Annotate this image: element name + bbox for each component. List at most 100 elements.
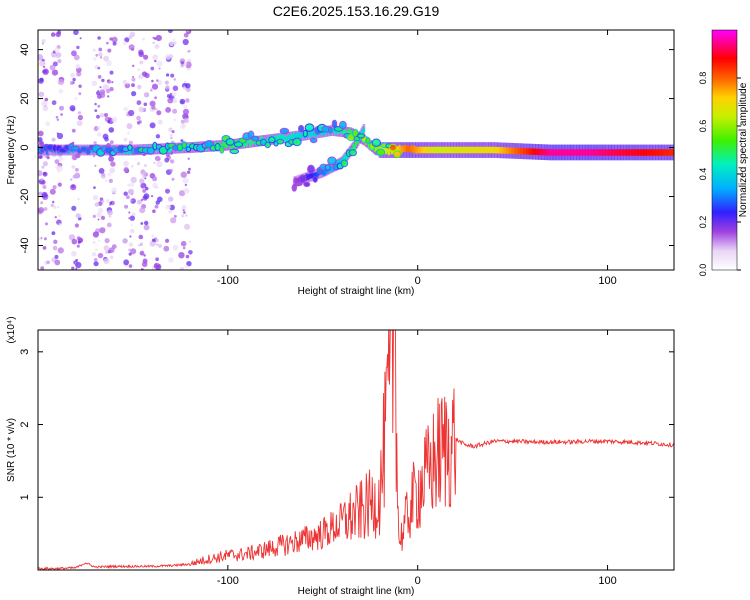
colorbar-tick-label: 0.8 bbox=[698, 72, 708, 85]
noise-speckle bbox=[170, 217, 177, 224]
ridge-core bbox=[668, 149, 672, 156]
noise-speckle bbox=[155, 155, 161, 162]
noise-speckle bbox=[180, 240, 187, 247]
noise-speckle bbox=[71, 50, 77, 57]
noise-speckle bbox=[43, 62, 46, 65]
ridge-blob bbox=[324, 164, 331, 171]
noise-speckle bbox=[165, 53, 172, 60]
ridge-blob bbox=[85, 147, 91, 155]
noise-speckle bbox=[109, 86, 114, 92]
noise-speckle bbox=[51, 231, 56, 236]
noise-speckle bbox=[96, 114, 100, 119]
ridge-blob bbox=[181, 141, 187, 149]
noise-speckle bbox=[54, 216, 57, 219]
ridge-core bbox=[342, 129, 345, 135]
ridge-core bbox=[649, 149, 652, 156]
noise-speckle bbox=[165, 188, 170, 194]
ridge-core bbox=[582, 149, 585, 156]
noise-speckle bbox=[154, 59, 157, 63]
noise-speckle bbox=[180, 171, 187, 178]
ridge-blob bbox=[298, 124, 305, 133]
ridge-core bbox=[659, 149, 662, 156]
noise-speckle bbox=[56, 118, 60, 122]
ridge-core bbox=[623, 149, 626, 156]
noise-speckle bbox=[180, 63, 184, 68]
noise-speckle bbox=[104, 113, 108, 117]
noise-speckle bbox=[151, 105, 156, 110]
ridge-core bbox=[586, 149, 590, 156]
noise-speckle bbox=[157, 119, 163, 125]
noise-speckle bbox=[92, 57, 97, 61]
ridge-core bbox=[437, 146, 441, 154]
ridge-core bbox=[510, 147, 514, 154]
ridge-core bbox=[527, 148, 530, 155]
ridge-core bbox=[547, 149, 550, 156]
noise-speckle bbox=[58, 156, 64, 162]
ridge-core bbox=[592, 149, 596, 156]
ridge-core bbox=[399, 147, 403, 154]
noise-speckle bbox=[156, 243, 159, 246]
ridge-core bbox=[245, 141, 248, 147]
noise-speckle bbox=[123, 79, 126, 82]
ridge-core bbox=[427, 146, 430, 154]
noise-speckle bbox=[126, 82, 129, 85]
noise-speckle bbox=[39, 155, 43, 159]
noise-speckle bbox=[76, 45, 80, 50]
noise-speckle bbox=[56, 165, 63, 172]
ridge-core bbox=[298, 132, 301, 138]
noise-speckle bbox=[127, 217, 131, 220]
noise-speckle bbox=[127, 188, 135, 195]
ridge-core bbox=[577, 149, 580, 156]
noise-speckle bbox=[139, 178, 145, 184]
ridge-core bbox=[289, 134, 292, 140]
noise-speckle bbox=[154, 44, 160, 49]
noise-speckle bbox=[46, 260, 50, 265]
noise-speckle bbox=[169, 41, 175, 47]
ridge-core bbox=[406, 145, 409, 152]
ridge-core bbox=[562, 149, 565, 156]
noise-speckle bbox=[144, 220, 149, 226]
noise-speckle bbox=[101, 203, 104, 206]
spectrogram-frame bbox=[37, 29, 675, 271]
ridge-core bbox=[554, 149, 558, 156]
noise-speckle bbox=[124, 82, 130, 89]
ridge-core bbox=[419, 146, 422, 154]
ridge-core bbox=[484, 146, 488, 154]
ridge-core bbox=[343, 129, 347, 135]
noise-speckle bbox=[95, 248, 98, 252]
ridge-core bbox=[362, 127, 366, 132]
noise-speckle bbox=[165, 85, 170, 90]
noise-speckle bbox=[128, 44, 135, 51]
ridge-core bbox=[627, 149, 631, 156]
noise-speckle bbox=[52, 185, 57, 190]
noise-speckle bbox=[76, 120, 83, 127]
noise-speckle bbox=[181, 123, 186, 128]
noise-speckle bbox=[182, 38, 189, 46]
colorbar-tick-label: 0.2 bbox=[698, 216, 708, 229]
noise-speckle bbox=[42, 105, 49, 112]
noise-speckle bbox=[149, 122, 156, 129]
noise-speckle bbox=[53, 205, 57, 209]
ridge-core bbox=[377, 145, 380, 151]
noise-speckle bbox=[97, 89, 100, 92]
noise-speckle bbox=[164, 80, 169, 85]
noise-speckle bbox=[54, 254, 59, 259]
ridge-core bbox=[559, 149, 562, 156]
noise-speckle bbox=[136, 115, 141, 121]
noise-speckle bbox=[78, 92, 82, 96]
ridge-core bbox=[507, 147, 511, 154]
noise-speckle bbox=[71, 128, 76, 133]
ridge-core bbox=[574, 149, 577, 156]
noise-speckle bbox=[75, 261, 82, 269]
noise-speckle bbox=[168, 196, 174, 202]
ridge-core bbox=[489, 146, 492, 154]
noise-speckle bbox=[129, 31, 136, 38]
noise-speckle bbox=[52, 200, 55, 204]
ridge-core bbox=[225, 143, 228, 149]
noise-speckle bbox=[97, 252, 104, 259]
figure-title: C2E6.2025.153.16.29.G19 bbox=[273, 3, 440, 19]
noise-speckle bbox=[169, 204, 176, 211]
ridge-core bbox=[465, 146, 468, 154]
noise-speckle bbox=[186, 170, 191, 174]
noise-speckle bbox=[71, 266, 75, 270]
